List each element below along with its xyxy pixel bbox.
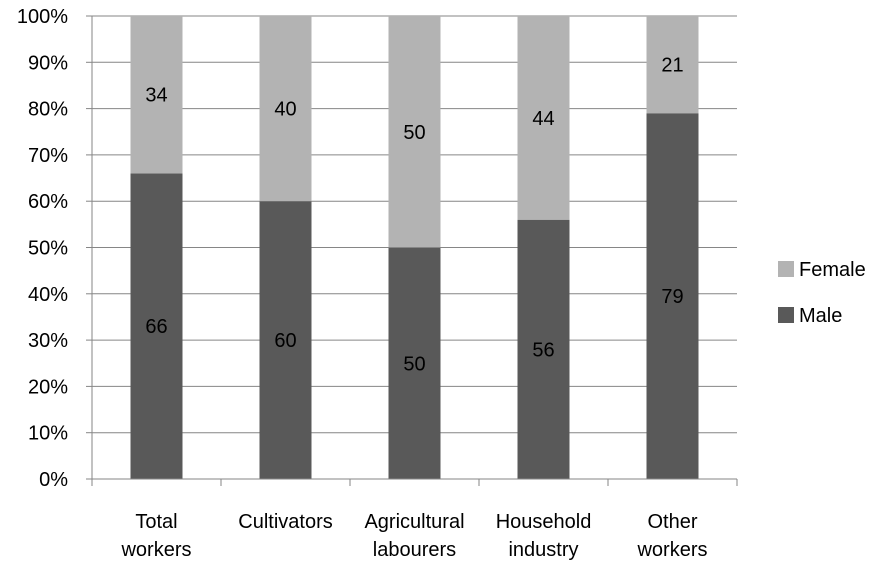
bar-female <box>259 16 312 202</box>
data-label-male: 50 <box>403 353 425 375</box>
bar-female <box>130 16 183 174</box>
bars <box>130 16 699 480</box>
data-label-male: 56 <box>532 339 554 361</box>
legend-swatch-male <box>778 307 794 323</box>
bar-male <box>646 113 699 479</box>
x-category-label: Agricultural labourers <box>364 511 464 561</box>
y-tick-label: 70% <box>28 145 68 167</box>
y-tick-label: 60% <box>28 191 68 213</box>
bar-male <box>388 247 441 479</box>
data-label-female: 44 <box>532 108 554 130</box>
bar-male <box>517 219 570 479</box>
legend-label-female: Female <box>799 259 866 281</box>
y-tick-label: 40% <box>28 284 68 306</box>
y-tick-label: 0% <box>39 469 68 491</box>
x-category-label-line: labourers <box>373 539 456 561</box>
legend: Female Male <box>778 259 866 327</box>
x-category-label-line: workers <box>636 539 707 561</box>
y-tick-label: 100% <box>17 6 68 28</box>
y-tick-label: 10% <box>28 423 68 445</box>
y-tick-label: 20% <box>28 376 68 398</box>
y-axis-tick-labels: 0% 10% 20% 30% 40% 50% 60% 70% 80% 90% 100% <box>17 6 68 491</box>
x-category-label-line: Other <box>647 511 697 533</box>
data-labels: 66 34 60 40 50 50 56 44 79 21 <box>145 55 683 376</box>
x-category-label: Total workers <box>120 511 191 561</box>
data-label-male: 60 <box>274 330 296 352</box>
data-label-female: 40 <box>274 99 296 121</box>
x-category-label-line: workers <box>120 539 191 561</box>
x-category-label: Household industry <box>496 511 592 561</box>
y-tick-label: 50% <box>28 238 68 260</box>
x-category-label-line: industry <box>508 539 578 561</box>
bar-male <box>259 201 312 479</box>
bar-male <box>130 173 183 480</box>
axes <box>86 15 738 486</box>
y-tick-label: 80% <box>28 99 68 121</box>
data-label-male: 79 <box>661 286 683 308</box>
x-axis-category-labels: Total workers Cultivators Agricultural labou… <box>120 511 707 561</box>
legend-label-male: Male <box>799 305 842 327</box>
data-label-female: 50 <box>403 122 425 144</box>
y-tick-label: 90% <box>28 52 68 74</box>
bar-female <box>517 16 570 220</box>
x-category-label-line: Agricultural <box>364 511 464 533</box>
x-category-label-line: Household <box>496 511 592 533</box>
data-label-female: 21 <box>661 55 683 77</box>
x-category-label-line: Total <box>135 511 177 533</box>
x-category-label: Other workers <box>636 511 707 561</box>
x-category-label-line: Cultivators <box>238 511 332 533</box>
bar-female <box>388 16 441 248</box>
legend-swatch-female <box>778 261 794 277</box>
y-tick-label: 30% <box>28 330 68 352</box>
x-category-label: Cultivators <box>238 511 332 533</box>
bar-female <box>646 16 699 114</box>
data-label-female: 34 <box>145 85 167 107</box>
data-label-male: 66 <box>145 316 167 338</box>
